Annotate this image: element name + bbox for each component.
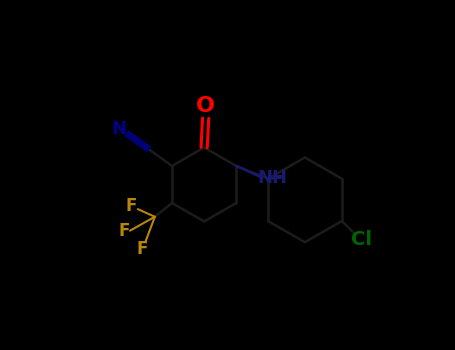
Text: F: F: [118, 222, 130, 240]
Text: O: O: [196, 96, 215, 116]
Text: Cl: Cl: [351, 230, 373, 249]
Text: NH: NH: [257, 168, 287, 187]
Text: F: F: [137, 240, 148, 258]
Text: N: N: [112, 120, 126, 138]
Text: F: F: [126, 197, 137, 215]
